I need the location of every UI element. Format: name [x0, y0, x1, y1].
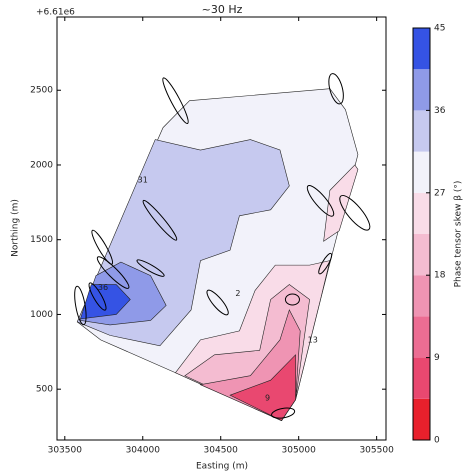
colorbar-band [413, 357, 430, 399]
phase-tensor-ellipse [88, 282, 107, 311]
phase-tensor-ellipse [136, 259, 165, 277]
phase-tensor-ellipse [271, 407, 296, 419]
y-tick-label: 2500 [30, 86, 53, 96]
offset-text: +6.61e6 [36, 8, 75, 18]
contour-label: 9 [265, 394, 270, 403]
colorbar-tick-label: 27 [434, 188, 445, 198]
colorbar-tick-label: 45 [434, 24, 445, 34]
x-tick-label: 304500 [204, 446, 239, 456]
colorbar-tick-label: 0 [434, 436, 440, 446]
y-tick-label: 500 [36, 385, 53, 395]
colorbar-band [413, 398, 430, 440]
contour-label: 36 [98, 283, 108, 292]
x-tick-label: 304000 [126, 446, 161, 456]
phase-tensor-ellipse [162, 77, 189, 125]
contour-label: 2 [235, 289, 240, 298]
colorbar-band [413, 234, 430, 276]
colorbar-band [413, 192, 430, 234]
colorbar-frame [412, 27, 431, 441]
phase-tensor-ellipse [306, 185, 335, 217]
colorbar-band [413, 275, 430, 317]
colorbar-band [413, 28, 430, 70]
x-axis-label: Easting (m) [196, 462, 248, 472]
x-tick-label: 303500 [48, 446, 83, 456]
phase-tensor-ellipse [91, 229, 114, 265]
contour-label: 13 [308, 335, 318, 344]
colorbar-label: Phase tensor skew β (°) [454, 181, 464, 288]
colorbar-band [413, 316, 430, 358]
contour-region [79, 284, 131, 320]
colorbar-tick-label: 18 [434, 271, 446, 281]
phase-tensor-ellipse [339, 194, 371, 231]
phase-tensor-ellipse [318, 252, 333, 275]
colorbar-band [413, 110, 430, 152]
y-tick-label: 1500 [30, 235, 53, 245]
x-tick-label: 305000 [282, 446, 317, 456]
chart-title: ~30 Hz [202, 3, 243, 16]
phase-tensor-ellipse [74, 285, 87, 326]
phase-tensor-ellipse [96, 256, 130, 289]
x-tick-label: 305500 [359, 446, 394, 456]
phase-tensor-ellipse [142, 199, 178, 241]
colorbar-tick-label: 36 [434, 106, 446, 116]
contour-label: 31 [138, 175, 148, 184]
y-tick-label: 2000 [30, 160, 53, 170]
colorbar-tick-label: 9 [434, 353, 440, 363]
y-tick-label: 1000 [30, 310, 53, 320]
y-axis-label: Northing (m) [11, 199, 21, 257]
colorbar-band [413, 69, 430, 111]
phase-tensor-ellipse [328, 73, 344, 105]
phase-tensor-ellipse [206, 289, 229, 316]
phase-tensor-ellipse [284, 293, 300, 306]
colorbar-band [413, 151, 430, 193]
plot-frame [56, 16, 387, 441]
